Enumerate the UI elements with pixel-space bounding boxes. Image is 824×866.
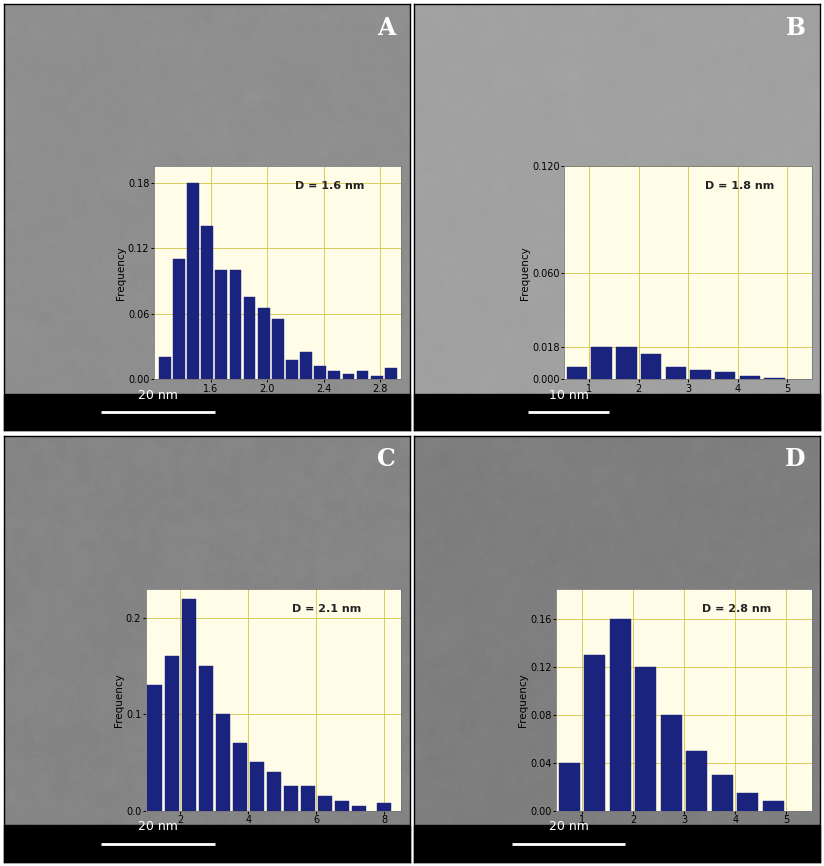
Bar [4,394,410,430]
Text: B: B [786,16,806,40]
Text: 20 nm: 20 nm [138,389,178,402]
Text: C: C [377,448,396,471]
Text: 10 nm: 10 nm [549,389,588,402]
Text: A: A [377,16,396,40]
Bar [4,825,410,862]
Bar [414,394,820,430]
Text: D: D [785,448,806,471]
Text: 20 nm: 20 nm [138,820,178,833]
Text: 20 nm: 20 nm [549,820,588,833]
Bar [414,825,820,862]
